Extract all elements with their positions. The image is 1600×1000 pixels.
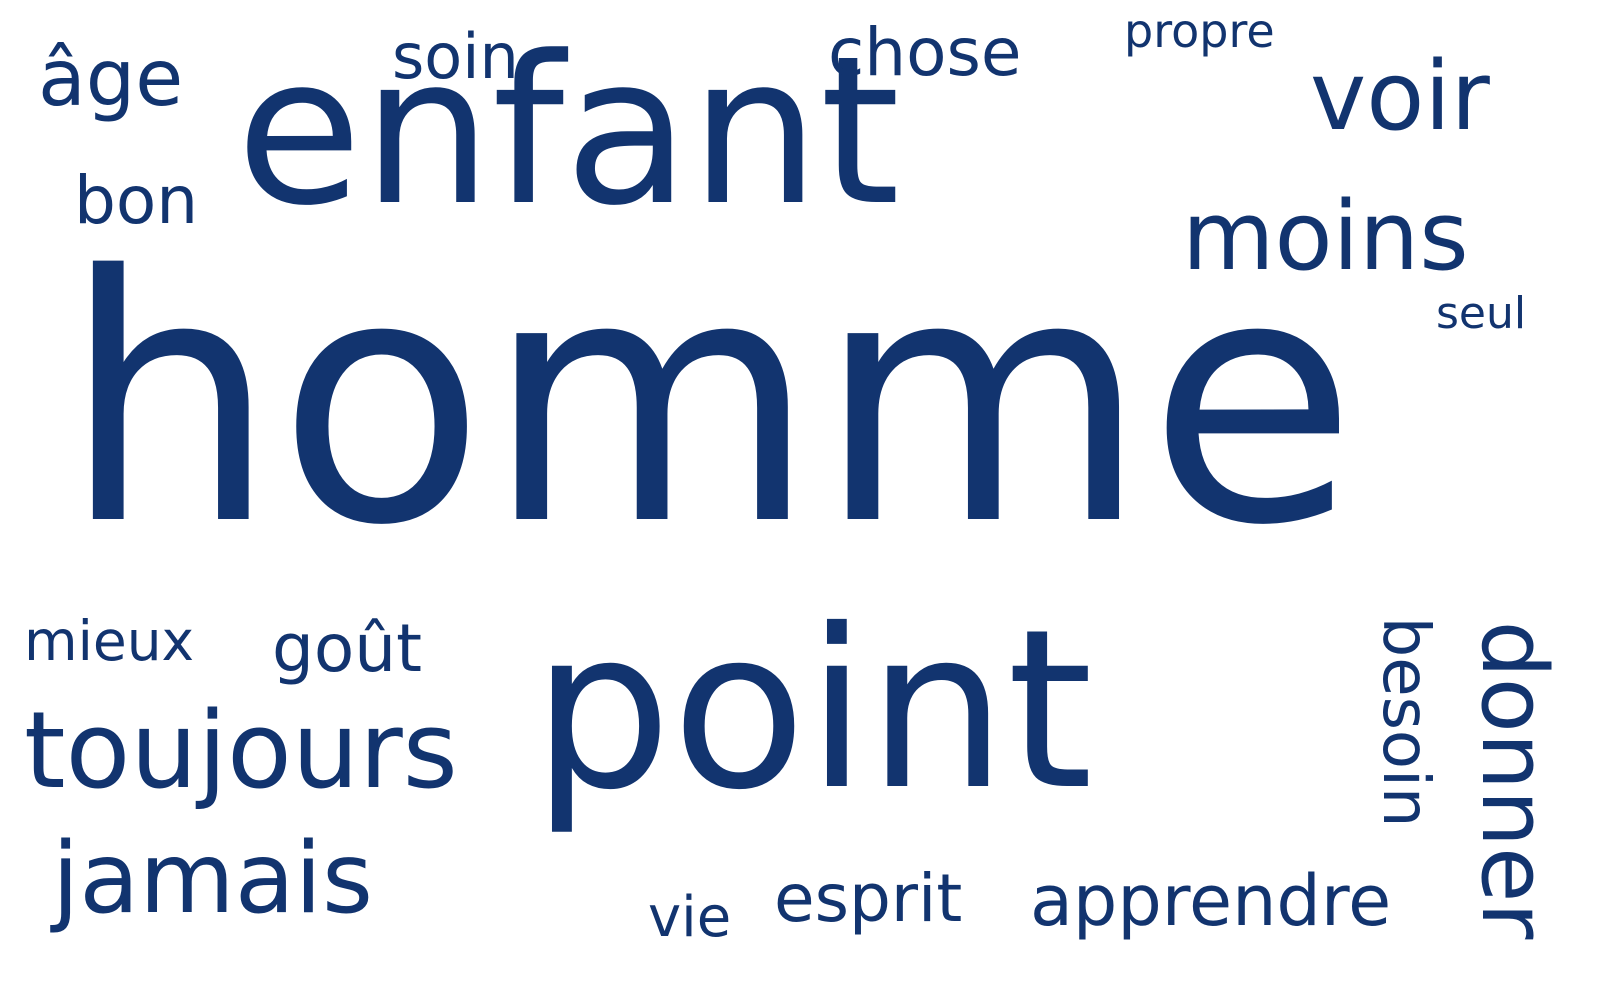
word-donner: donner <box>1461 620 1566 940</box>
word-enfant: enfant <box>236 13 901 251</box>
word-jamais: jamais <box>52 822 374 936</box>
word-voir: voir <box>1310 42 1490 152</box>
word-point: point <box>532 582 1094 838</box>
word-seul: seul <box>1436 288 1527 339</box>
word-propre: propre <box>1124 4 1275 58</box>
word-apprendre: apprendre <box>1030 860 1392 942</box>
word-besoin: besoin <box>1368 616 1442 828</box>
word-mieux: mieux <box>24 609 195 673</box>
word-homme: homme <box>62 204 1358 600</box>
word-vie: vie <box>648 885 732 950</box>
word-chose: chose <box>828 14 1022 91</box>
word-soin: soin <box>392 20 519 93</box>
word-gout: goût <box>272 610 422 687</box>
word-esprit: esprit <box>774 860 963 937</box>
word-bon: bon <box>74 162 199 239</box>
word-age: âge <box>38 34 184 124</box>
word-toujours: toujours <box>24 689 458 812</box>
word-moins: moins <box>1182 182 1469 292</box>
